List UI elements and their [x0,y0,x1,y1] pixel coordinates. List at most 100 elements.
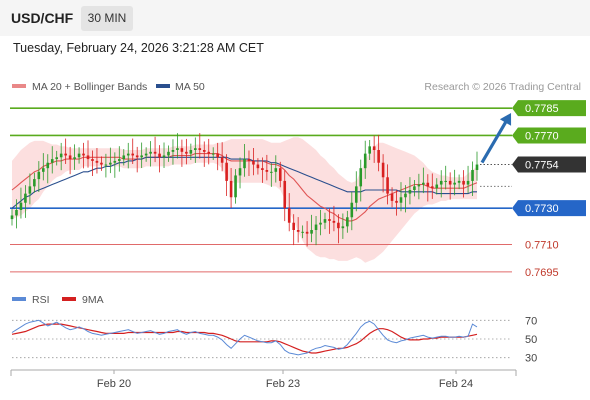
rsi-tick-50: 50 [525,334,537,346]
candle-body [346,217,349,227]
candle-body [162,155,166,158]
candle-body [328,219,331,221]
legend-rsi-ma-swatch [62,297,76,301]
level-label-0.7710: 0.7710 [525,240,559,252]
legend-rsi-label: RSI [32,294,50,306]
candle-body [359,168,363,187]
candle-body [91,159,94,161]
candle-body [399,197,403,203]
candle-body [220,157,224,163]
candle-body [390,193,394,201]
candle-body [372,146,376,150]
legend-rsi-swatch [12,297,26,301]
candle-body [33,179,36,187]
candle-body [368,146,371,154]
candle-body [73,157,76,160]
candle-body [413,186,416,190]
candle-body [64,153,67,156]
level-tag-text: 0.7730 [525,203,559,215]
candle-body [426,182,430,187]
candle-body [247,159,251,161]
candle-body [46,162,50,169]
level-tag-0.7730: 0.7730 [512,200,586,217]
candle-body [37,171,41,180]
candle-body [189,150,193,154]
level-tag-bg [512,127,586,144]
candle-body [466,180,470,185]
candle-body [278,168,282,181]
current-price-tag-text: 0.7754 [525,160,559,172]
candle-body [176,148,179,150]
candle-body [185,151,188,154]
candle-body [194,148,197,150]
legend-ma50-swatch [156,84,170,88]
candle-body [243,159,246,169]
candle-body [171,150,175,152]
candle-body [238,168,242,176]
candle-body [198,148,202,150]
candle-body [404,193,407,198]
legend-rsi-ma-label: 9MA [82,294,104,306]
candle-body [202,150,206,152]
candle-body [457,180,461,183]
legend-bb-swatch [12,84,26,88]
candle-body [59,153,63,158]
candle-body [211,153,215,155]
candle-body [126,153,130,156]
candle-body [153,151,157,154]
candle-body [337,222,340,229]
candle-body [104,164,108,166]
candle-body [422,182,425,185]
candle-body [28,186,32,194]
level-label-0.7695: 0.7695 [525,267,559,279]
candle-body [229,180,233,198]
candle-body [435,184,439,189]
candle-body [296,230,300,232]
level-tag-bg [512,100,586,117]
candle-body [265,170,269,172]
candle-body [314,224,318,230]
level-tag-text: 0.7770 [525,130,559,142]
candle-body [386,177,389,194]
candle-body [274,168,278,172]
x-tick-label: Feb 24 [439,378,473,390]
forecast-arrow-shaft [480,117,510,164]
candle-body [149,151,152,154]
currency-pair-title: USD/CHF [11,10,74,26]
candle-body [301,231,304,233]
candle-body [109,162,112,165]
candle-body [354,186,358,203]
candle-body [439,180,443,185]
candle-body [444,180,448,182]
candle-body [252,160,255,165]
candle-body [82,153,85,156]
x-tick-label: Feb 20 [97,378,131,390]
candle-body [305,231,309,234]
candle-body [118,159,121,161]
forecast-arrow-head [499,113,512,126]
bollinger-band [12,137,477,263]
candle-body [417,184,421,187]
current-price-tag-bg [512,156,586,173]
current-price-tag: 0.7754 [512,156,586,173]
timeframe-button[interactable]: 30 MIN [81,6,133,31]
candle-body [77,153,81,158]
candle-body [50,159,54,163]
candle-body [453,182,456,185]
level-tag-0.7770: 0.7770 [512,127,586,144]
candle-body [19,202,23,210]
candle-body [158,153,161,158]
candle-body [144,153,148,156]
rsi-line [11,319,478,356]
datetime-label: Tuesday, February 24, 2026 3:21:28 AM CE… [13,41,264,55]
candle-body [10,215,14,220]
legend-bb-label: MA 20 + Bollinger Bands [32,81,147,93]
candle-body [256,164,260,169]
candle-body [86,155,90,160]
candle-body [122,155,126,160]
candle-body [140,155,143,158]
candle-body [377,150,380,163]
candle-body [363,153,367,169]
candle-body [55,157,59,160]
